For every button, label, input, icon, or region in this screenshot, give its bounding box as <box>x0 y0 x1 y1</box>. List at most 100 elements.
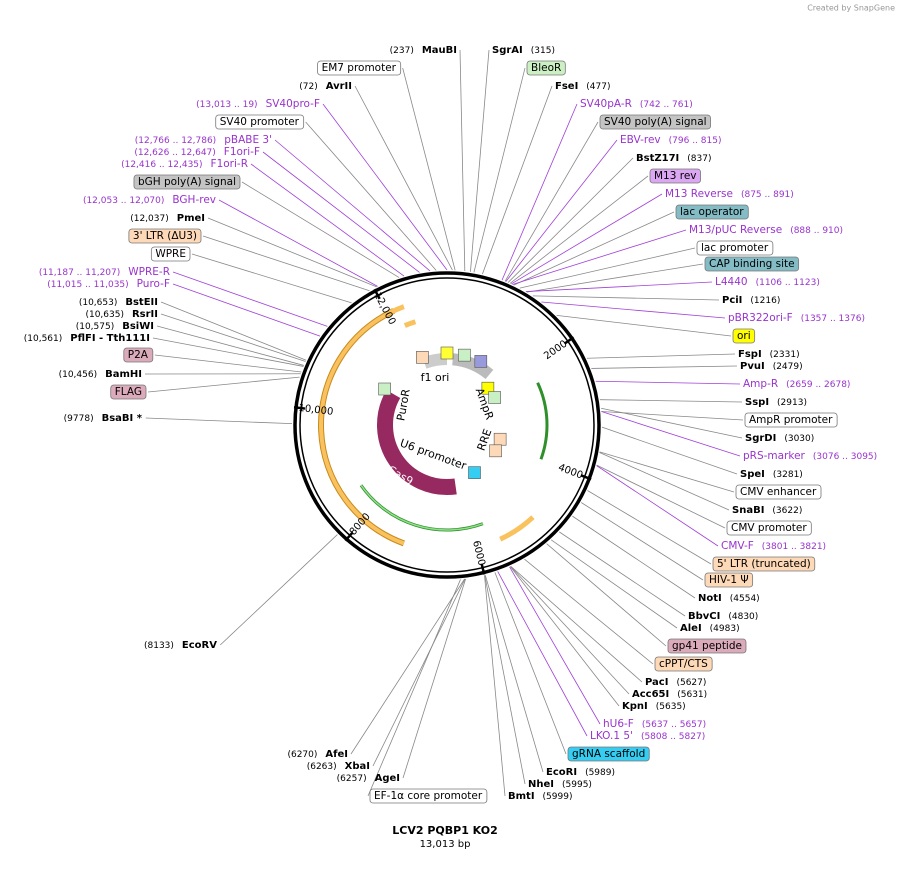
label-text: SV40 promoter <box>220 116 300 128</box>
label-text: FspI (2331) <box>738 349 800 360</box>
label-name: SpeI <box>740 469 765 480</box>
label-box <box>110 384 147 400</box>
enzyme-label: BbvCI (4830) <box>688 611 758 622</box>
label-text: (72) AvrII <box>299 81 352 92</box>
enzyme-label: (10,456) BamHI <box>59 369 142 380</box>
label-text: CMV enhancer <box>740 486 817 498</box>
label-text: AmpR promoter <box>749 414 833 426</box>
label-name: SgrAI <box>492 45 523 56</box>
label-text: SpeI (3281) <box>740 469 803 480</box>
feature-block <box>458 348 471 362</box>
feature-labels: (237) MauBI SgrAI (315) EM7 promoter BleoR (72… <box>24 45 877 804</box>
label-text: EF-1α core promoter <box>374 790 483 802</box>
feature-arc <box>359 484 484 532</box>
label-position: (315) <box>531 46 555 56</box>
backbone-outer <box>293 271 601 579</box>
label-name: AmpR promoter <box>749 414 833 426</box>
label-name: KpnI <box>622 701 648 712</box>
label-text: EM7 promoter <box>322 62 397 74</box>
leader-line <box>510 565 643 683</box>
label-name: PciI <box>722 295 742 306</box>
label-position: (4830) <box>728 612 758 622</box>
label-box <box>133 174 241 190</box>
label-name: pBR322ori-F <box>728 312 793 324</box>
feature-arc <box>377 390 457 495</box>
feature-arc <box>360 484 484 531</box>
label-text: gp41 peptide <box>672 640 742 652</box>
label-box <box>599 114 711 130</box>
label-box <box>567 746 650 762</box>
leader-line <box>172 271 328 327</box>
label-text: (12,766 .. 12,786) pBABE 3' <box>135 134 272 146</box>
label-name: F1ori-F <box>224 146 260 158</box>
label-name: PmeI <box>177 213 205 224</box>
leader-line <box>601 426 738 475</box>
feature-label: bGH poly(A) signal <box>133 174 241 190</box>
label-position: (13,013 .. 19) <box>196 100 257 110</box>
label-position: (2331) <box>770 350 800 360</box>
leader-line <box>532 295 720 301</box>
label-text: (9778) BsaBI * <box>64 413 143 424</box>
label-name: AvrII <box>326 81 352 92</box>
label-text: NotI (4554) <box>698 593 760 604</box>
feature-label: CMV enhancer <box>735 484 822 500</box>
label-name: FseI <box>555 81 578 92</box>
leader-line <box>591 365 738 369</box>
label-name: BsaBI * <box>102 413 143 424</box>
enzyme-label: FseI (477) <box>555 81 611 92</box>
label-name: AfeI <box>325 749 348 760</box>
label-text: (11,187 .. 11,207) WPRE-R <box>39 266 170 278</box>
label-text: (6257) AgeI <box>337 773 400 784</box>
scale-tick <box>563 336 575 345</box>
label-name: HIV-1 Ψ <box>709 574 749 586</box>
label-position: (2479) <box>773 362 803 372</box>
leader-line <box>354 85 453 271</box>
label-name: BsiWI <box>122 321 154 332</box>
label-text: AleI (4983) <box>680 623 740 634</box>
label-name: M13 Reverse <box>665 188 733 200</box>
label-name: ori <box>737 330 751 342</box>
feature-block <box>378 382 391 396</box>
label-text: (8133) EcoRV <box>144 640 217 651</box>
leader-line <box>587 490 712 565</box>
label-text: (12,037) PmeI <box>130 213 205 224</box>
primer-label: pRS-marker (3076 .. 3095) <box>743 450 877 462</box>
label-name: BleoR <box>531 62 561 74</box>
leader-line <box>484 575 506 797</box>
label-text: EBV-rev (796 .. 815) <box>620 134 721 146</box>
label-text: (10,635) RsrII <box>85 309 158 320</box>
leader-line <box>207 217 377 288</box>
feature-label: CAP binding site <box>704 256 800 272</box>
leader-line <box>459 49 466 272</box>
label-name: WPRE <box>155 248 186 260</box>
leader-line <box>513 211 675 286</box>
feature-label: M13 rev <box>649 168 701 184</box>
label-text: (10,456) BamHI <box>59 369 142 380</box>
leader-line <box>274 139 431 272</box>
feature-label: P2A <box>123 347 154 363</box>
enzyme-label: SgrAI (315) <box>492 45 555 56</box>
label-name: CMV-F <box>721 540 754 552</box>
label-position: (10,575) <box>76 322 115 332</box>
label-box <box>317 60 402 76</box>
primer-label: pBR322ori-F (1357 .. 1376) <box>728 312 865 324</box>
label-box <box>726 520 812 536</box>
leader-line <box>572 515 696 599</box>
label-name: lac operator <box>680 206 744 218</box>
label-text: 3' LTR (ΔU3) <box>133 230 197 242</box>
leader-line <box>484 575 544 773</box>
enzyme-label: (6257) AgeI <box>337 773 400 784</box>
label-position: (12,416 .. 12,435) <box>121 160 202 170</box>
enzyme-label: (10,575) BsiWI <box>76 321 154 332</box>
leader-line <box>160 313 306 362</box>
leader-line <box>596 465 719 547</box>
enzyme-label: EcoRI (5989) <box>546 767 615 778</box>
leader-line <box>219 534 338 646</box>
primer-label: (11,015 .. 11,035) Puro-F <box>47 278 170 290</box>
enzyme-label: (72) AvrII <box>299 81 352 92</box>
enzyme-label: (8133) EcoRV <box>144 640 217 651</box>
label-box <box>696 240 774 256</box>
plasmid-length: 13,013 bp <box>420 839 471 850</box>
label-name: P2A <box>128 349 149 361</box>
label-name: RsrII <box>132 309 158 320</box>
